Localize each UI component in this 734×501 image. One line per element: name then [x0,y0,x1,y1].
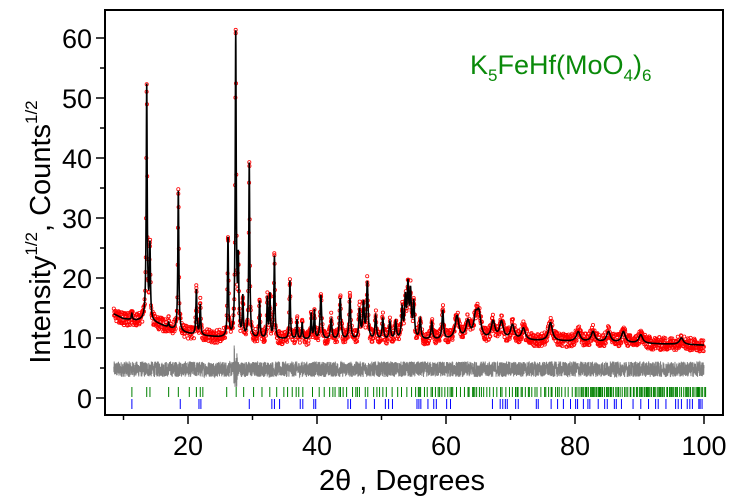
x-axis-title: 2θ , Degrees [319,465,485,497]
x-tick-label: 80 [560,431,590,461]
axes: 0 10 20 30 40 50 60 20 40 60 80 100 [62,24,727,461]
difference-curve [113,345,705,387]
y-tick-label: 30 [62,204,92,234]
x-tick-label: 40 [302,431,332,461]
y-tick-label: 60 [62,24,92,54]
bragg-ticks-phase1 [131,387,707,397]
y-tick-label: 0 [77,384,92,414]
plot-frame [104,9,724,416]
y-tick-label: 50 [62,84,92,114]
y-tick-label: 10 [62,324,92,354]
x-tick-label: 20 [173,431,203,461]
bragg-ticks-phase2 [131,399,703,409]
y-tick-label: 20 [62,264,92,294]
calculated-curve [113,30,705,346]
y-axis-title: Intensity1/2, Counts1/2 [22,100,57,363]
x-tick-label: 60 [431,431,461,461]
y-tick-label: 40 [62,144,92,174]
compound-formula-annotation: K5FeHf(MoO4)6 [470,50,651,85]
x-tick-label: 100 [681,431,726,461]
plot-area [111,27,707,409]
